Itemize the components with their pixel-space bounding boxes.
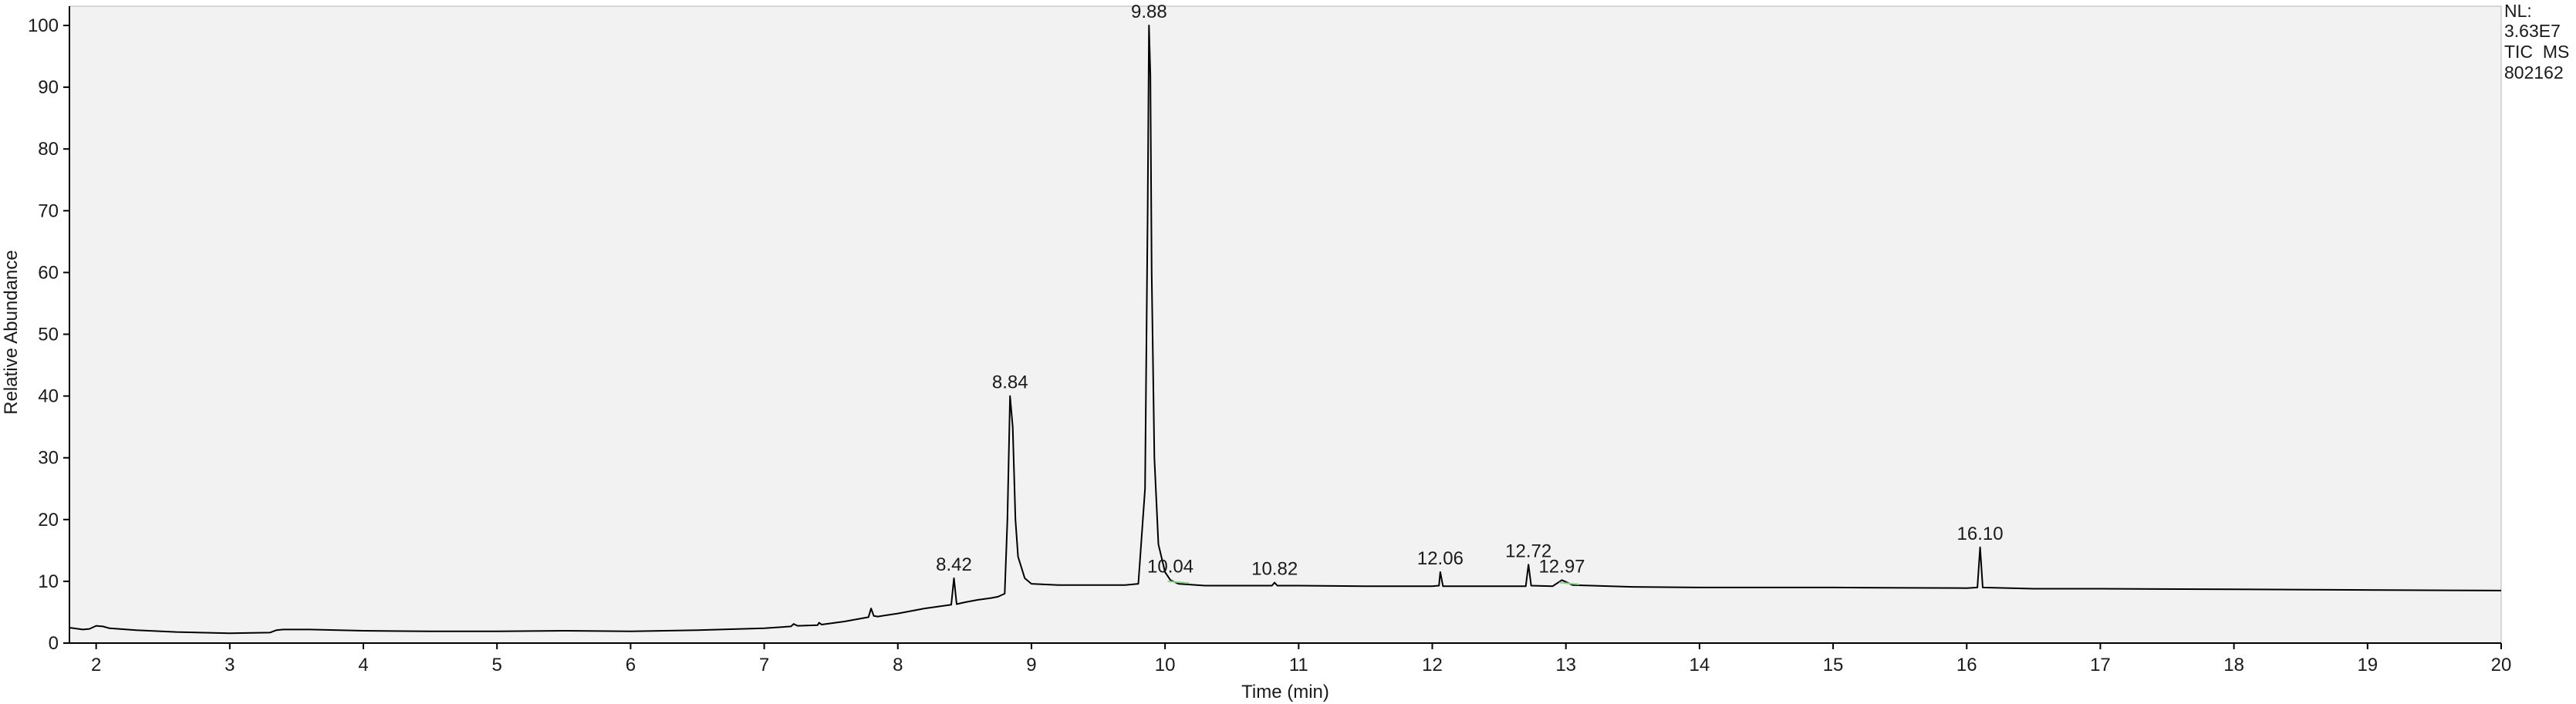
x-tick-label: 6 [626, 655, 636, 675]
peak-label: 9.88 [1131, 2, 1167, 22]
x-tick-label: 3 [225, 655, 235, 675]
x-tick-label: 11 [1289, 655, 1308, 675]
y-tick-label: 70 [38, 200, 59, 221]
y-tick-label: 20 [38, 510, 59, 531]
integration-marker [1558, 581, 1580, 585]
y-tick-label: 50 [38, 325, 59, 345]
x-tick-label: 4 [358, 655, 368, 675]
peak-label: 8.84 [992, 372, 1028, 393]
peak-label: 10.04 [1147, 556, 1193, 577]
y-tick-label: 100 [28, 15, 59, 36]
x-tick-label: 5 [492, 655, 502, 675]
peak-label: 12.06 [1417, 548, 1464, 569]
trace-group [69, 25, 2502, 635]
info-line-nl: NL: [2504, 1, 2532, 21]
peak-label: 12.97 [1538, 556, 1585, 577]
integration-marker [1167, 580, 1190, 584]
x-tick-label: 20 [2491, 655, 2512, 675]
x-tick-label: 15 [1823, 655, 1844, 675]
plot-background [69, 5, 2502, 644]
x-tick-label: 13 [1555, 655, 1576, 675]
peak-label: 16.10 [1957, 524, 2004, 544]
y-tick-label: 80 [38, 139, 59, 160]
y-tick-label: 10 [38, 571, 59, 592]
y-axis-title: Relative Abundance [1, 250, 22, 415]
info-line-sample-id: 802162 [2504, 62, 2564, 83]
x-tick-label: 12 [1422, 655, 1443, 675]
x-tick-label: 9 [1026, 655, 1036, 675]
x-axis: 2 3 4 5 6 7 8 9 10 11 12 13 14 15 16 17 18 19 20 [91, 643, 2511, 675]
y-tick-label: 0 [49, 633, 59, 654]
tic-trace-line [69, 25, 2502, 635]
peak-label: 12.72 [1505, 541, 1551, 561]
x-tick-label: 8 [893, 655, 903, 675]
x-tick-label: 18 [2223, 655, 2244, 675]
peak-label: 10.82 [1251, 559, 1298, 580]
x-tick-label: 7 [759, 655, 769, 675]
y-tick-label: 40 [38, 386, 59, 407]
x-tick-label: 10 [1155, 655, 1176, 675]
x-tick-label: 2 [91, 655, 101, 675]
y-tick-label: 30 [38, 448, 59, 469]
x-tick-label: 19 [2357, 655, 2378, 675]
y-tick-label: 60 [38, 262, 59, 283]
info-line-scan-type: TIC MS [2504, 42, 2569, 62]
x-tick-label: 14 [1690, 655, 1710, 675]
info-line-nl-value: 3.63E7 [2504, 21, 2561, 41]
x-tick-label: 16 [1956, 655, 1977, 675]
y-axis: 0 10 20 30 40 50 60 70 80 90 100 [28, 15, 69, 654]
x-axis-title: Time (min) [1241, 682, 1329, 702]
y-tick-label: 90 [38, 77, 59, 98]
x-tick-label: 17 [2090, 655, 2111, 675]
peak-label: 8.42 [936, 554, 972, 575]
